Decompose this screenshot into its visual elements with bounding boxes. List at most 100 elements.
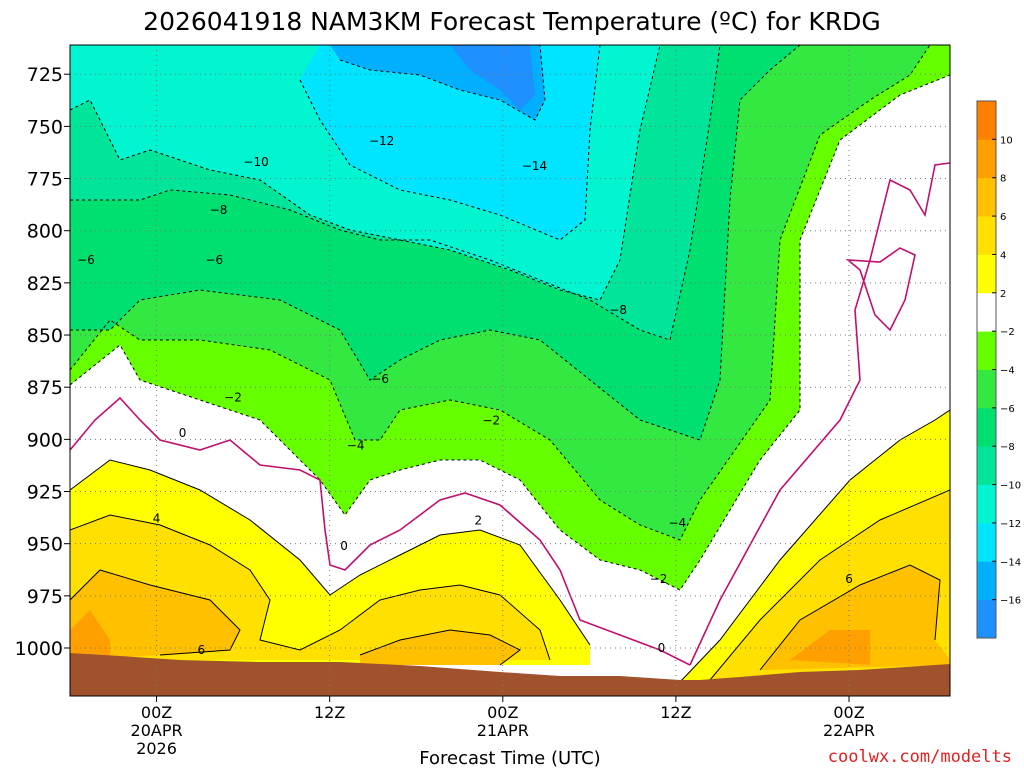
colorbar-swatch xyxy=(977,446,996,485)
contour-label: −14 xyxy=(522,159,547,173)
contour-label: 0 xyxy=(179,426,187,440)
contour-label: −2 xyxy=(224,391,242,405)
x-tick-label: 12Z xyxy=(660,703,691,722)
contour-label: −10 xyxy=(243,155,268,169)
colorbar-swatch xyxy=(977,177,996,217)
colorbar: −16 −14 −12 −10 −8 −6 −4 −2 2 4 6 8 10 xyxy=(976,100,1021,639)
colorbar-swatch xyxy=(977,292,996,332)
colorbar-swatch xyxy=(977,522,996,562)
colorbar-swatch xyxy=(977,599,996,639)
y-tick-label: 850 xyxy=(27,325,63,347)
colorbar-label: −16 xyxy=(1000,596,1021,607)
band-above-6-early xyxy=(70,570,240,660)
colorbar-swatch xyxy=(977,484,996,524)
contour-label: 0 xyxy=(340,539,348,553)
band-above-6-midday xyxy=(360,630,520,665)
x-axis-label: Forecast Time (UTC) xyxy=(419,748,600,768)
x-tick-label: 00Z xyxy=(833,703,864,722)
contour-label: −12 xyxy=(369,134,394,148)
x-tick-label: 20APR xyxy=(131,721,183,740)
isotherm-minus-4 xyxy=(70,45,931,541)
contour-label: 6 xyxy=(197,643,205,657)
chart-title: 2026041918 NAM3KM Forecast Temperature (… xyxy=(143,7,881,36)
y-tick-label: 900 xyxy=(27,429,63,451)
isotherm-zero-early xyxy=(70,396,691,666)
colorbar-label: −2 xyxy=(1000,327,1015,338)
y-tick-label: 800 xyxy=(27,221,63,243)
x-tick-label: 00Z xyxy=(141,703,172,722)
pressure-axis: 725 750 775 800 825 850 875 900 925 950 975 1000 xyxy=(15,64,70,660)
colorbar-label: −10 xyxy=(1000,481,1021,492)
isotherm-6-late xyxy=(759,564,941,671)
contour-label: −8 xyxy=(609,303,627,317)
contour-label: 0 xyxy=(658,641,666,655)
contour-labels: −6 −6 −8 −10 −12 −14 −2 0 −6 −4 −2 −8 4 0 2 −4 −2 6 0 6 xyxy=(77,134,853,657)
isotherm-minus-14 xyxy=(339,45,546,121)
colorbar-label: 4 xyxy=(1000,250,1006,261)
positive-isotherm-lines xyxy=(70,409,950,683)
isotherm-minus-6 xyxy=(70,45,801,441)
contour-label: 6 xyxy=(845,572,853,586)
isotherm-6-early xyxy=(70,569,241,656)
isotherm-zero-pocket xyxy=(845,247,916,332)
colorbar-swatch xyxy=(977,254,996,294)
isotherm-6-midday xyxy=(359,629,521,666)
isotherm-4-early xyxy=(70,514,551,661)
y-tick-label: 975 xyxy=(27,586,63,608)
colorbar-swatch xyxy=(977,561,996,601)
terrain-below-ground xyxy=(70,653,950,696)
y-tick-label: 775 xyxy=(27,169,63,191)
band-above-6-late xyxy=(760,565,950,670)
y-tick-label: 950 xyxy=(27,534,63,556)
contour-label: −6 xyxy=(371,372,389,386)
x-tick-label: 22APR xyxy=(823,721,875,740)
y-tick-label: 925 xyxy=(27,482,63,504)
x-tick-label: 2026 xyxy=(136,739,177,758)
colorbar-swatch xyxy=(977,369,996,409)
contour-label: −4 xyxy=(668,516,686,530)
colorbar-label: 10 xyxy=(1000,135,1013,146)
contour-label: −4 xyxy=(347,439,365,453)
contour-label: −2 xyxy=(650,572,668,586)
x-tick-label: 21APR xyxy=(477,721,529,740)
contour-label: 2 xyxy=(474,514,482,528)
contour-label: −2 xyxy=(482,414,500,428)
y-tick-label: 750 xyxy=(27,116,63,138)
isotherm-2-late xyxy=(679,409,950,683)
negative-isotherm-lines xyxy=(70,45,950,591)
y-tick-label: 825 xyxy=(27,273,63,295)
y-tick-label: 725 xyxy=(27,64,63,86)
colorbar-label: −12 xyxy=(1000,519,1021,530)
band-below-minus-16 xyxy=(450,45,535,110)
temperature-field xyxy=(70,45,950,696)
x-tick-label: 00Z xyxy=(487,703,518,722)
isotherm-zero-late xyxy=(689,162,950,666)
contour-label: −6 xyxy=(205,253,223,267)
isotherm-minus-2 xyxy=(70,74,950,591)
contour-label: −8 xyxy=(210,203,228,217)
colorbar-label: −4 xyxy=(1000,366,1015,377)
contour-label: −6 xyxy=(77,253,95,267)
band-above-8-early xyxy=(70,610,110,660)
isotherm-4-late xyxy=(709,489,950,681)
band-above-8-late xyxy=(790,630,870,665)
gridlines xyxy=(70,45,950,696)
colorbar-swatch xyxy=(977,216,996,255)
plot-frame xyxy=(69,44,951,697)
colorbar-label: −14 xyxy=(1000,557,1021,568)
isotherm-2-early xyxy=(70,459,591,646)
colorbar-label: 6 xyxy=(1000,212,1006,223)
colorbar-swatch xyxy=(977,139,996,179)
colorbar-label: −8 xyxy=(1000,442,1015,453)
freezing-isotherm-lines xyxy=(70,162,950,666)
x-tick-label: 12Z xyxy=(314,703,345,722)
colorbar-swatch xyxy=(977,101,996,140)
isotherm-minus-8 xyxy=(70,45,721,341)
colorbar-label: 8 xyxy=(1000,174,1006,185)
credit-text: coolwx.com/modelts xyxy=(828,747,1012,767)
contour-label: 4 xyxy=(153,512,161,526)
colorbar-swatch xyxy=(977,331,996,370)
colorbar-swatch xyxy=(977,407,996,447)
